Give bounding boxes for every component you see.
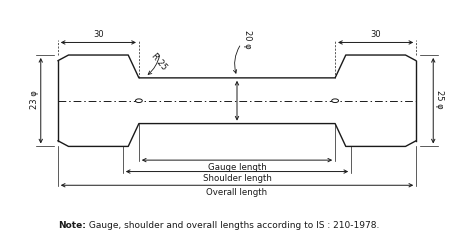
Text: Note:: Note: xyxy=(58,222,86,230)
Text: 25 φ: 25 φ xyxy=(435,90,444,109)
Text: 23 φ: 23 φ xyxy=(30,90,38,109)
Text: Overall length: Overall length xyxy=(207,188,267,197)
Circle shape xyxy=(136,99,142,103)
Circle shape xyxy=(332,99,338,103)
Text: 30: 30 xyxy=(370,30,381,39)
Text: Shoulder length: Shoulder length xyxy=(202,174,272,183)
Text: 20 φ: 20 φ xyxy=(244,30,252,48)
Text: Gauge length: Gauge length xyxy=(208,163,266,172)
Text: Gauge, shoulder and overall lengths according to IS : 210-1978.: Gauge, shoulder and overall lengths acco… xyxy=(85,222,379,230)
Text: R 25: R 25 xyxy=(150,52,169,72)
Text: 30: 30 xyxy=(93,30,104,39)
